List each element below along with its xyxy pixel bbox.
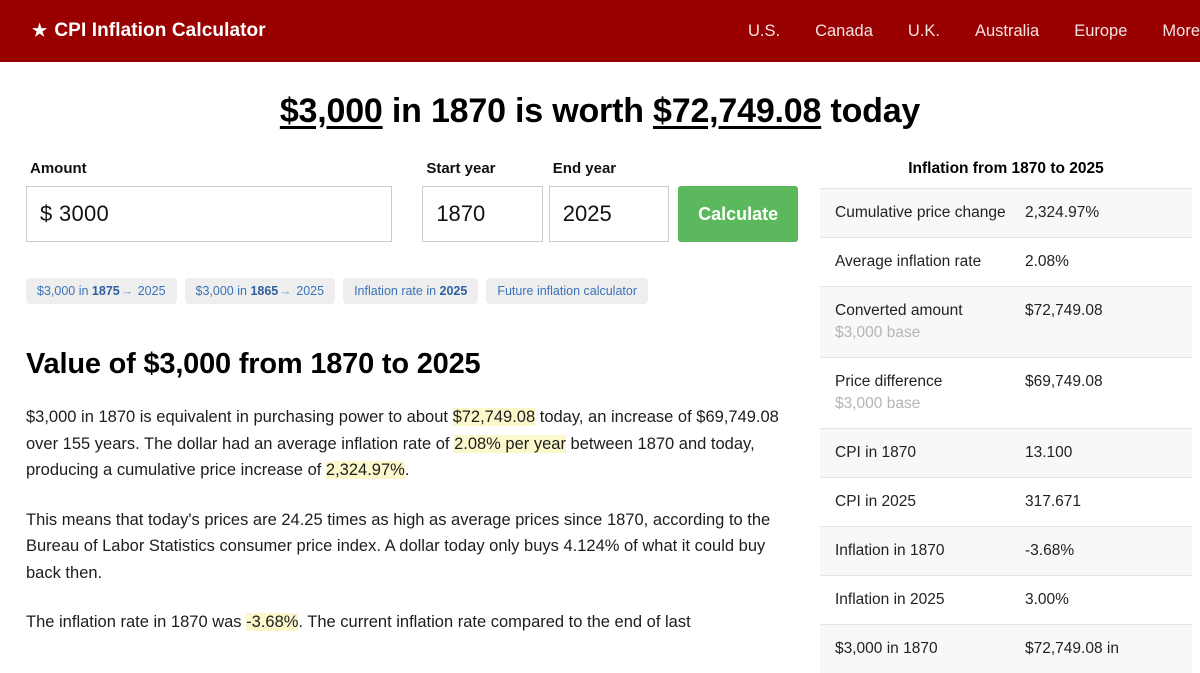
headline-mid: in 1870 is worth	[383, 92, 653, 130]
chip-text-bold: 1865	[250, 284, 278, 298]
row-value: 2.08%	[1025, 238, 1192, 287]
chip-text-bold: 2025	[440, 284, 468, 298]
nav-links: U.S. Canada U.K. Australia Europe More	[748, 22, 1200, 41]
row-value: $69,749.08	[1025, 358, 1192, 429]
row-key: Average inflation rate	[820, 238, 1025, 287]
chip-text-post: 2025	[296, 284, 324, 298]
article-paragraph-3: The inflation rate in 1870 was -3.68%. T…	[26, 609, 794, 636]
row-key: Converted amount $3,000 base	[820, 287, 1025, 358]
chip-text-pre: $3,000 in	[196, 284, 251, 298]
chip-future-inflation-calculator[interactable]: Future inflation calculator	[486, 278, 648, 304]
table-title: Inflation from 1870 to 2025	[820, 160, 1192, 178]
start-year-field-group: Start year 1870	[422, 160, 542, 242]
nav-link-us[interactable]: U.S.	[748, 22, 780, 41]
table-row: CPI in 1870 13.100	[820, 429, 1192, 478]
p3-highlight-inflation: -3.68%	[246, 613, 298, 631]
table-row: Price difference $3,000 base $69,749.08	[820, 358, 1192, 429]
p3-text-b: . The current inflation rate compared to…	[298, 613, 690, 631]
chip-arrow-icon: →	[120, 284, 135, 298]
p1-highlight-cumulative: 2,324.97%	[326, 461, 405, 479]
chip-inflation-rate-2025[interactable]: Inflation rate in 2025	[343, 278, 478, 304]
row-key: CPI in 1870	[820, 429, 1025, 478]
calculator-form: Amount $ 3000 Start year 1870 End year 2…	[26, 160, 798, 242]
row-key-subnote: $3,000 base	[835, 393, 1025, 415]
amount-input[interactable]: $ 3000	[26, 186, 392, 242]
chip-text-bold: 1875	[92, 284, 120, 298]
row-key-label: Inflation in 1870	[835, 542, 944, 559]
start-year-label: Start year	[422, 160, 542, 177]
nav-link-more[interactable]: More	[1162, 22, 1200, 41]
row-key-subnote: $3,000 base	[835, 322, 1025, 344]
chip-1875-to-2025[interactable]: $3,000 in 1875→ 2025	[26, 278, 177, 304]
brand-title: CPI Inflation Calculator	[54, 20, 265, 42]
article-paragraph-1: $3,000 in 1870 is equivalent in purchasi…	[26, 404, 794, 484]
row-key-label: CPI in 2025	[835, 493, 916, 510]
main-content: Amount $ 3000 Start year 1870 End year 2…	[26, 160, 798, 636]
row-value: $72,749.08	[1025, 287, 1192, 358]
row-key: CPI in 2025	[820, 478, 1025, 527]
row-key-label: Price difference	[835, 373, 942, 390]
chip-arrow-icon: →	[278, 284, 293, 298]
end-year-input[interactable]: 2025	[549, 186, 669, 242]
row-value: $72,749.08 in	[1025, 625, 1192, 673]
brand-logo[interactable]: ★ CPI Inflation Calculator	[32, 20, 266, 42]
row-key: Cumulative price change	[820, 189, 1025, 238]
row-key: Inflation in 1870	[820, 527, 1025, 576]
row-key: Inflation in 2025	[820, 576, 1025, 625]
p1-highlight-rate: 2.08% per year	[454, 435, 566, 453]
row-key-label: $3,000 in 1870	[835, 640, 938, 657]
end-year-label: End year	[549, 160, 669, 177]
nav-link-uk[interactable]: U.K.	[908, 22, 940, 41]
table-row: Average inflation rate 2.08%	[820, 238, 1192, 287]
table-row: Inflation in 2025 3.00%	[820, 576, 1192, 625]
calculate-button[interactable]: Calculate	[678, 186, 798, 242]
start-year-input[interactable]: 1870	[422, 186, 542, 242]
nav-link-europe[interactable]: Europe	[1074, 22, 1127, 41]
table-row: Converted amount $3,000 base $72,749.08	[820, 287, 1192, 358]
quick-link-chips: $3,000 in 1875→ 2025 $3,000 in 1865→ 202…	[26, 278, 798, 304]
row-value: 3.00%	[1025, 576, 1192, 625]
row-key-label: Converted amount	[835, 302, 963, 319]
inflation-summary-panel: Inflation from 1870 to 2025 Cumulative p…	[820, 160, 1192, 673]
row-key: Price difference $3,000 base	[820, 358, 1025, 429]
headline-tail: today	[821, 92, 920, 130]
chip-text-pre: Inflation rate in	[354, 284, 439, 298]
headline-result: $72,749.08	[653, 92, 821, 130]
p1-highlight-converted: $72,749.08	[453, 408, 536, 426]
nav-link-canada[interactable]: Canada	[815, 22, 873, 41]
row-key: $3,000 in 1870	[820, 625, 1025, 673]
star-icon: ★	[32, 22, 47, 39]
top-navbar: ★ CPI Inflation Calculator U.S. Canada U…	[0, 0, 1200, 62]
table-row: Inflation in 1870 -3.68%	[820, 527, 1192, 576]
p3-text-a: The inflation rate in 1870 was	[26, 613, 246, 631]
chip-text-post: 2025	[138, 284, 166, 298]
table-row: CPI in 2025 317.671	[820, 478, 1192, 527]
amount-label: Amount	[26, 160, 392, 177]
inflation-summary-table: Cumulative price change 2,324.97% Averag…	[820, 188, 1192, 673]
nav-link-australia[interactable]: Australia	[975, 22, 1039, 41]
row-value: 317.671	[1025, 478, 1192, 527]
article-title: Value of $3,000 from 1870 to 2025	[26, 348, 798, 381]
p1-text-a: $3,000 in 1870 is equivalent in purchasi…	[26, 408, 453, 426]
chip-text-pre: $3,000 in	[37, 284, 92, 298]
chip-1865-to-2025[interactable]: $3,000 in 1865→ 2025	[185, 278, 336, 304]
table-row: Cumulative price change 2,324.97%	[820, 189, 1192, 238]
p1-text-d: .	[405, 461, 410, 479]
headline-amount: $3,000	[280, 92, 383, 130]
chip-text-pre: Future inflation calculator	[497, 284, 637, 298]
row-key-label: Average inflation rate	[835, 253, 981, 270]
row-value: 13.100	[1025, 429, 1192, 478]
amount-field-group: Amount $ 3000	[26, 160, 392, 242]
end-year-field-group: End year 2025	[549, 160, 669, 242]
row-key-label: Inflation in 2025	[835, 591, 944, 608]
row-key-label: Cumulative price change	[835, 204, 1006, 221]
article-paragraph-2: This means that today's prices are 24.25…	[26, 507, 794, 587]
page-headline: $3,000 in 1870 is worth $72,749.08 today	[0, 92, 1200, 131]
row-value: -3.68%	[1025, 527, 1192, 576]
table-row: $3,000 in 1870 $72,749.08 in	[820, 625, 1192, 673]
row-key-label: CPI in 1870	[835, 444, 916, 461]
row-value: 2,324.97%	[1025, 189, 1192, 238]
